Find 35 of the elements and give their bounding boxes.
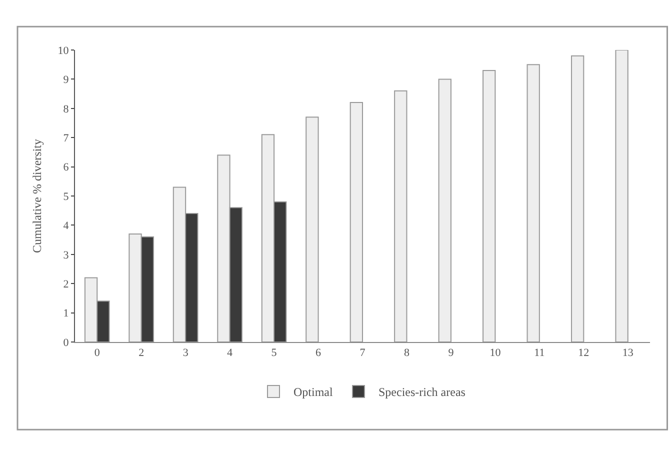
y-tick-label: 2 [63, 278, 69, 290]
y-tick-label: 10 [58, 44, 70, 57]
x-tick-label: 11 [534, 347, 545, 360]
x-tick-label: 3 [182, 347, 189, 360]
bar [394, 90, 408, 342]
x-tick-label: 2 [138, 347, 144, 360]
bar [350, 102, 363, 342]
y-tick-label: 0 [63, 336, 70, 349]
bar [438, 78, 452, 342]
y-tick-label: 7 [63, 132, 70, 144]
x-tick-label: 0 [94, 347, 100, 360]
y-tick-label: 8 [63, 103, 70, 116]
x-tick-label: 4 [227, 347, 234, 360]
y-tick-label: 3 [63, 249, 70, 262]
x-tick-label: 10 [490, 347, 502, 360]
y-axis-title: Cumulative % diversity [30, 139, 44, 253]
legend-label: Species-rich areas [378, 385, 466, 400]
x-tick-label: 6 [316, 347, 322, 360]
x-tick-label: 12 [578, 347, 590, 360]
x-tick-label: 7 [360, 347, 366, 360]
y-tick-label: 1 [63, 308, 69, 320]
bar [526, 64, 540, 342]
bar [615, 50, 628, 342]
legend-label: Optimal [294, 385, 334, 400]
y-tick-label: 9 [63, 74, 70, 86]
bar [482, 70, 496, 342]
bar [570, 55, 584, 342]
x-tick-label: 8 [404, 347, 410, 360]
y-tick-label: 6 [63, 162, 70, 174]
x-tick-label: 9 [448, 347, 454, 360]
x-tick-label: 13 [622, 347, 634, 360]
y-tick-label: 5 [63, 190, 70, 203]
y-tick-label: 4 [63, 220, 70, 232]
bar [306, 116, 319, 342]
x-tick-label: 5 [271, 347, 278, 360]
